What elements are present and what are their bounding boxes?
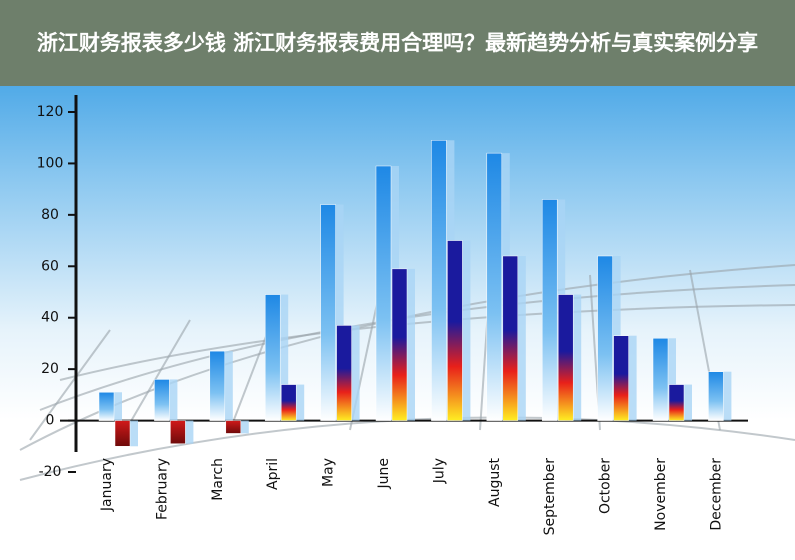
bar-shadow — [278, 294, 289, 421]
x-tick-label: July — [431, 458, 447, 484]
banner: 浙江财务报表多少钱 浙江财务报表费用合理吗？最新趋势分析与真实案例分享 — [0, 0, 795, 86]
bar — [154, 379, 170, 421]
y-tick-label: 120 — [37, 104, 64, 120]
x-tick-label: March — [210, 458, 226, 501]
y-tick-label: 100 — [37, 155, 64, 171]
bar-shadow — [721, 371, 732, 421]
y-tick-label: 80 — [41, 207, 59, 223]
bar-shadow — [294, 384, 305, 421]
x-tick-label: April — [265, 458, 281, 490]
x-tick-label: June — [376, 458, 392, 490]
bar-shadow — [112, 392, 122, 421]
bar — [541, 199, 558, 421]
bar — [336, 325, 352, 421]
bar — [597, 255, 613, 421]
x-tick-label: February — [154, 458, 170, 520]
bar-shadow — [222, 351, 233, 421]
bar — [114, 420, 131, 447]
bar — [98, 392, 115, 421]
x-tick-label: May — [321, 458, 337, 487]
bar — [502, 255, 519, 421]
bar — [668, 384, 685, 421]
x-tick-label: October — [598, 458, 614, 514]
y-tick-label: 0 — [46, 413, 55, 429]
x-tick-label: August — [487, 457, 503, 507]
x-tick-label: September — [542, 458, 558, 536]
bar — [225, 420, 242, 434]
y-tick-label: 20 — [41, 361, 59, 377]
bar-shadow — [460, 240, 471, 421]
bar-shadow — [128, 420, 138, 447]
x-tick-label: January — [99, 458, 115, 512]
bar — [708, 371, 724, 421]
bar — [209, 350, 226, 421]
bar-shadow — [626, 335, 637, 421]
x-tick-label: December — [708, 458, 724, 531]
bar — [391, 268, 408, 421]
bar — [447, 240, 463, 421]
bar — [613, 335, 629, 421]
bar-shadow — [571, 294, 582, 421]
bar-shadow — [167, 379, 178, 421]
bar — [375, 165, 392, 421]
bar — [170, 420, 186, 444]
bar — [557, 294, 574, 421]
title: 浙江财务报表多少钱 浙江财务报表费用合理吗？最新趋势分析与真实案例分享 — [36, 31, 759, 55]
bar-shadow — [333, 204, 344, 421]
bar — [431, 140, 447, 421]
bar-shadow — [666, 338, 676, 421]
bar — [652, 338, 669, 421]
y-tick-label: 40 — [41, 310, 59, 326]
bar-shadow — [515, 256, 526, 421]
x-tick-label: November — [653, 458, 669, 531]
bar-shadow — [682, 384, 692, 421]
bar — [486, 152, 503, 421]
bar-shadow — [238, 420, 249, 434]
bar — [280, 384, 297, 421]
y-tick-label: -20 — [39, 464, 62, 480]
plot: -20 0 20 40 60 80 100 120 January February March Ap… — [37, 95, 748, 535]
bar-shadow — [405, 268, 415, 421]
bar — [264, 294, 281, 421]
y-tick-label: 60 — [41, 258, 59, 274]
bar-shadow — [349, 325, 360, 421]
bar — [320, 204, 336, 421]
bar-shadow — [183, 420, 194, 444]
